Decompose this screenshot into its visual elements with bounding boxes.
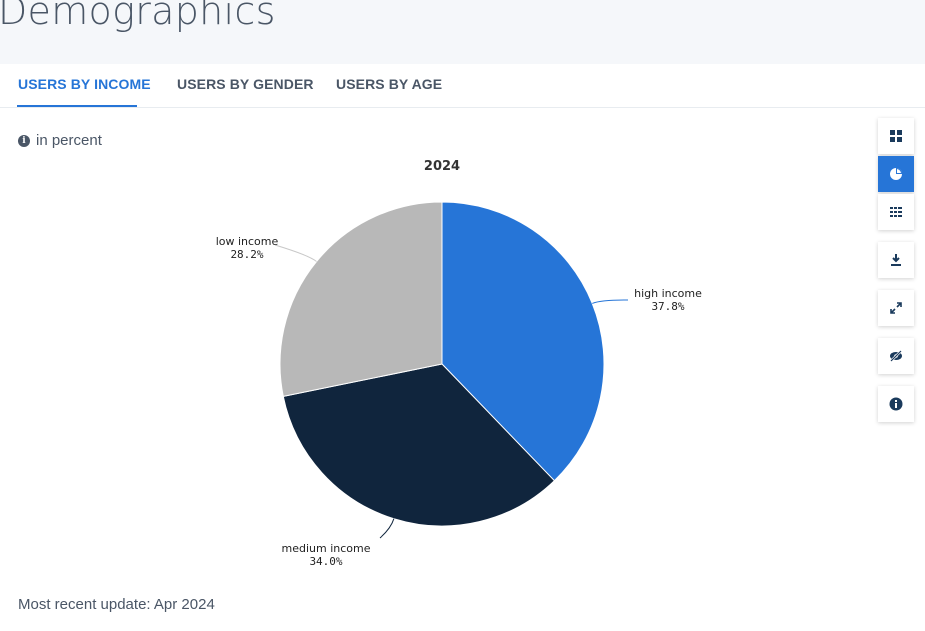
slice-value-high-income: 37.8% (651, 300, 684, 313)
active-tab-indicator (17, 105, 137, 107)
unit-note-text: in percent (36, 132, 102, 149)
tab-bar: USERS BY INCOME USERS BY GENDER USERS BY… (0, 64, 925, 108)
slice-label-high-income: high income (634, 287, 702, 300)
download-button[interactable] (878, 242, 914, 278)
leader-line-high-income (592, 299, 629, 304)
table-icon (890, 207, 902, 217)
expand-icon (890, 302, 902, 314)
last-update-note: Most recent update: Apr 2024 (18, 596, 215, 613)
info-icon (889, 397, 903, 411)
page-title: Demographics (0, 0, 276, 33)
hide-button[interactable] (878, 338, 914, 374)
pie-chart-icon (890, 168, 902, 180)
pie-slice-high-income[interactable] (441, 201, 605, 482)
download-icon (891, 254, 901, 266)
info-button[interactable] (878, 386, 914, 422)
info-icon: i (18, 134, 30, 147)
fullscreen-button[interactable] (878, 290, 914, 326)
leader-line-medium-income (379, 518, 395, 539)
table-view-button[interactable] (878, 194, 914, 230)
tab-users-by-income[interactable]: USERS BY INCOME (18, 76, 151, 92)
chart-title: 2024 (424, 159, 460, 174)
grid-icon (890, 130, 902, 142)
slice-value-low-income: 28.2% (230, 248, 263, 261)
slice-value-medium-income: 34.0% (309, 555, 342, 568)
pie-slice-low-income[interactable] (279, 201, 443, 397)
grid-view-button[interactable] (878, 118, 914, 154)
slice-label-low-income: low income (216, 235, 279, 248)
pie-slice-medium-income[interactable] (282, 363, 556, 527)
pie-view-button[interactable] (878, 156, 914, 192)
tab-users-by-age[interactable]: USERS BY AGE (336, 76, 443, 92)
unit-note: i in percent (18, 132, 102, 149)
tab-users-by-gender[interactable]: USERS BY GENDER (177, 76, 314, 92)
leader-line-low-income (274, 244, 317, 262)
page-header: Demographics (0, 0, 925, 64)
hide-icon (890, 350, 902, 362)
slice-label-medium-income: medium income (282, 542, 371, 555)
